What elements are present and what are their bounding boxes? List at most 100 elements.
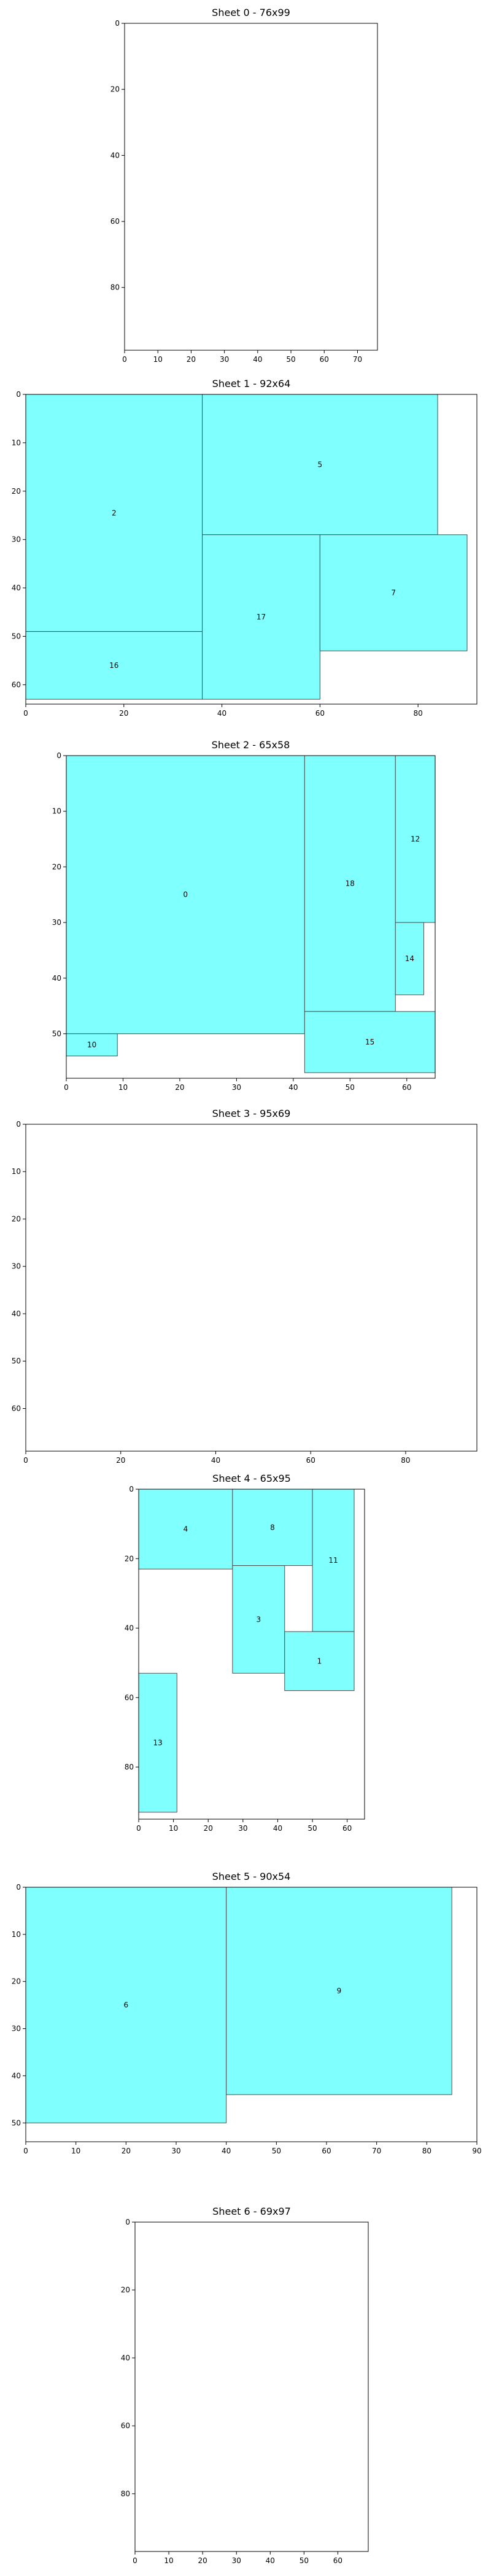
piece-label: 7 [391, 589, 396, 597]
x-tick-label: 20 [187, 355, 196, 364]
y-tick-label: 40 [12, 584, 21, 592]
piece-label: 18 [346, 880, 355, 888]
x-tick-label: 50 [300, 2556, 309, 2565]
x-tick-label: 80 [401, 1456, 410, 1465]
x-tick-label: 50 [272, 2147, 281, 2155]
sheet-frame [134, 2221, 369, 2552]
y-tick-label: 60 [12, 1404, 21, 1413]
x-tick-label: 10 [169, 1824, 178, 1833]
y-tick-label: 40 [52, 974, 61, 983]
sheet-frame [25, 1124, 477, 1452]
piece-rect [138, 1673, 177, 1813]
y-tick-label: 60 [125, 1693, 134, 1702]
y-tick-label: 60 [12, 680, 21, 689]
x-tick-label: 60 [315, 709, 325, 718]
y-tick-label: 0 [16, 390, 21, 399]
piece-label: 12 [411, 835, 420, 843]
x-tick-label: 40 [288, 1083, 298, 1092]
y-tick-label: 20 [52, 862, 61, 871]
sheet-title: Sheet 3 - 95x69 [212, 1108, 291, 1119]
sheet-title: Sheet 4 - 65x95 [212, 1473, 291, 1484]
piece-rect [25, 394, 203, 632]
x-tick-label: 0 [122, 355, 127, 364]
y-tick-label: 50 [12, 1357, 21, 1365]
piece-label: 4 [184, 1525, 188, 1533]
y-tick-label: 30 [52, 918, 61, 927]
y-tick-label: 20 [12, 1214, 21, 1223]
y-tick-label: 80 [121, 2490, 130, 2498]
x-tick-label: 30 [232, 1083, 241, 1092]
y-tick-label: 50 [12, 632, 21, 641]
y-tick-label: 10 [12, 439, 21, 447]
piece-rect [25, 631, 203, 700]
y-tick-label: 60 [121, 2421, 130, 2430]
sheet-title: Sheet 6 - 69x97 [212, 2206, 291, 2217]
piece-label: 2 [112, 508, 117, 517]
x-tick-label: 20 [204, 1824, 213, 1833]
piece-rect [284, 1631, 355, 1691]
x-tick-label: 40 [253, 355, 262, 364]
piece-label: 3 [257, 1615, 261, 1623]
y-tick-label: 20 [110, 85, 120, 94]
x-tick-label: 20 [116, 1456, 125, 1465]
y-tick-label: 0 [16, 1883, 21, 1892]
piece-label: 0 [183, 891, 188, 899]
x-tick-label: 20 [119, 709, 128, 718]
y-tick-label: 40 [121, 2353, 130, 2362]
sheet-title: Sheet 0 - 76x99 [212, 7, 290, 18]
piece-rect [395, 922, 425, 995]
x-tick-label: 10 [118, 1083, 128, 1092]
y-tick-label: 50 [12, 2118, 21, 2127]
x-tick-label: 30 [232, 2556, 241, 2565]
x-tick-label: 10 [71, 2147, 80, 2155]
piece-label: 15 [365, 1038, 374, 1046]
piece-label: 17 [257, 613, 266, 621]
piece-rect [319, 534, 468, 651]
y-tick-label: 10 [12, 1167, 21, 1176]
x-tick-label: 50 [286, 355, 295, 364]
y-tick-label: 0 [16, 1120, 21, 1129]
piece-rect [232, 1489, 313, 1566]
y-tick-label: 0 [115, 19, 120, 28]
y-tick-label: 50 [52, 1029, 61, 1038]
y-tick-label: 30 [12, 2025, 21, 2033]
y-tick-label: 20 [12, 487, 21, 496]
x-tick-label: 80 [413, 709, 422, 718]
x-tick-label: 0 [133, 2556, 137, 2565]
piece-label: 11 [328, 1556, 338, 1565]
x-tick-label: 50 [346, 1083, 355, 1092]
piece-rect [226, 1887, 452, 2095]
x-tick-label: 60 [306, 1456, 315, 1465]
x-tick-label: 80 [422, 2147, 431, 2155]
sheet-panel-1: Sheet 1 - 92x64 2 5 16 17 7 0 20 40 60 80 0 10 20 30 40… [12, 378, 477, 718]
sheet-title: Sheet 2 - 65x58 [212, 739, 290, 751]
piece-label: 13 [153, 1738, 162, 1747]
x-tick-label: 30 [238, 1824, 247, 1833]
piece-label: 14 [405, 954, 414, 963]
x-tick-label: 20 [122, 2147, 131, 2155]
piece-label: 8 [270, 1523, 275, 1531]
x-tick-label: 0 [64, 1083, 69, 1092]
piece-label: 1 [317, 1657, 322, 1665]
sheet-frame [25, 394, 477, 705]
piece-rect [304, 1011, 436, 1073]
y-tick-label: 40 [12, 1309, 21, 1318]
x-tick-label: 60 [322, 2147, 331, 2155]
y-tick-label: 20 [121, 2286, 130, 2294]
piece-rect [202, 534, 320, 700]
x-tick-label: 40 [217, 709, 226, 718]
sheet-panel-0: Sheet 0 - 76x99 0 10 20 30 40 50 60 70 0 20 40 60 80 [110, 7, 378, 364]
x-tick-label: 60 [402, 1083, 411, 1092]
sheet-panel-3: Sheet 3 - 95x69 0 20 40 60 80 0 10 20 30 40 50 60 [12, 1108, 477, 1465]
x-tick-label: 40 [211, 1456, 220, 1465]
x-tick-label: 20 [175, 1083, 184, 1092]
y-tick-label: 0 [56, 751, 61, 760]
y-tick-label: 30 [12, 1262, 21, 1271]
x-tick-label: 70 [372, 2147, 381, 2155]
sheet-frame [124, 23, 378, 351]
piece-rect [202, 394, 438, 535]
y-tick-label: 80 [125, 1763, 134, 1771]
x-tick-label: 30 [220, 355, 229, 364]
x-tick-label: 60 [320, 355, 329, 364]
